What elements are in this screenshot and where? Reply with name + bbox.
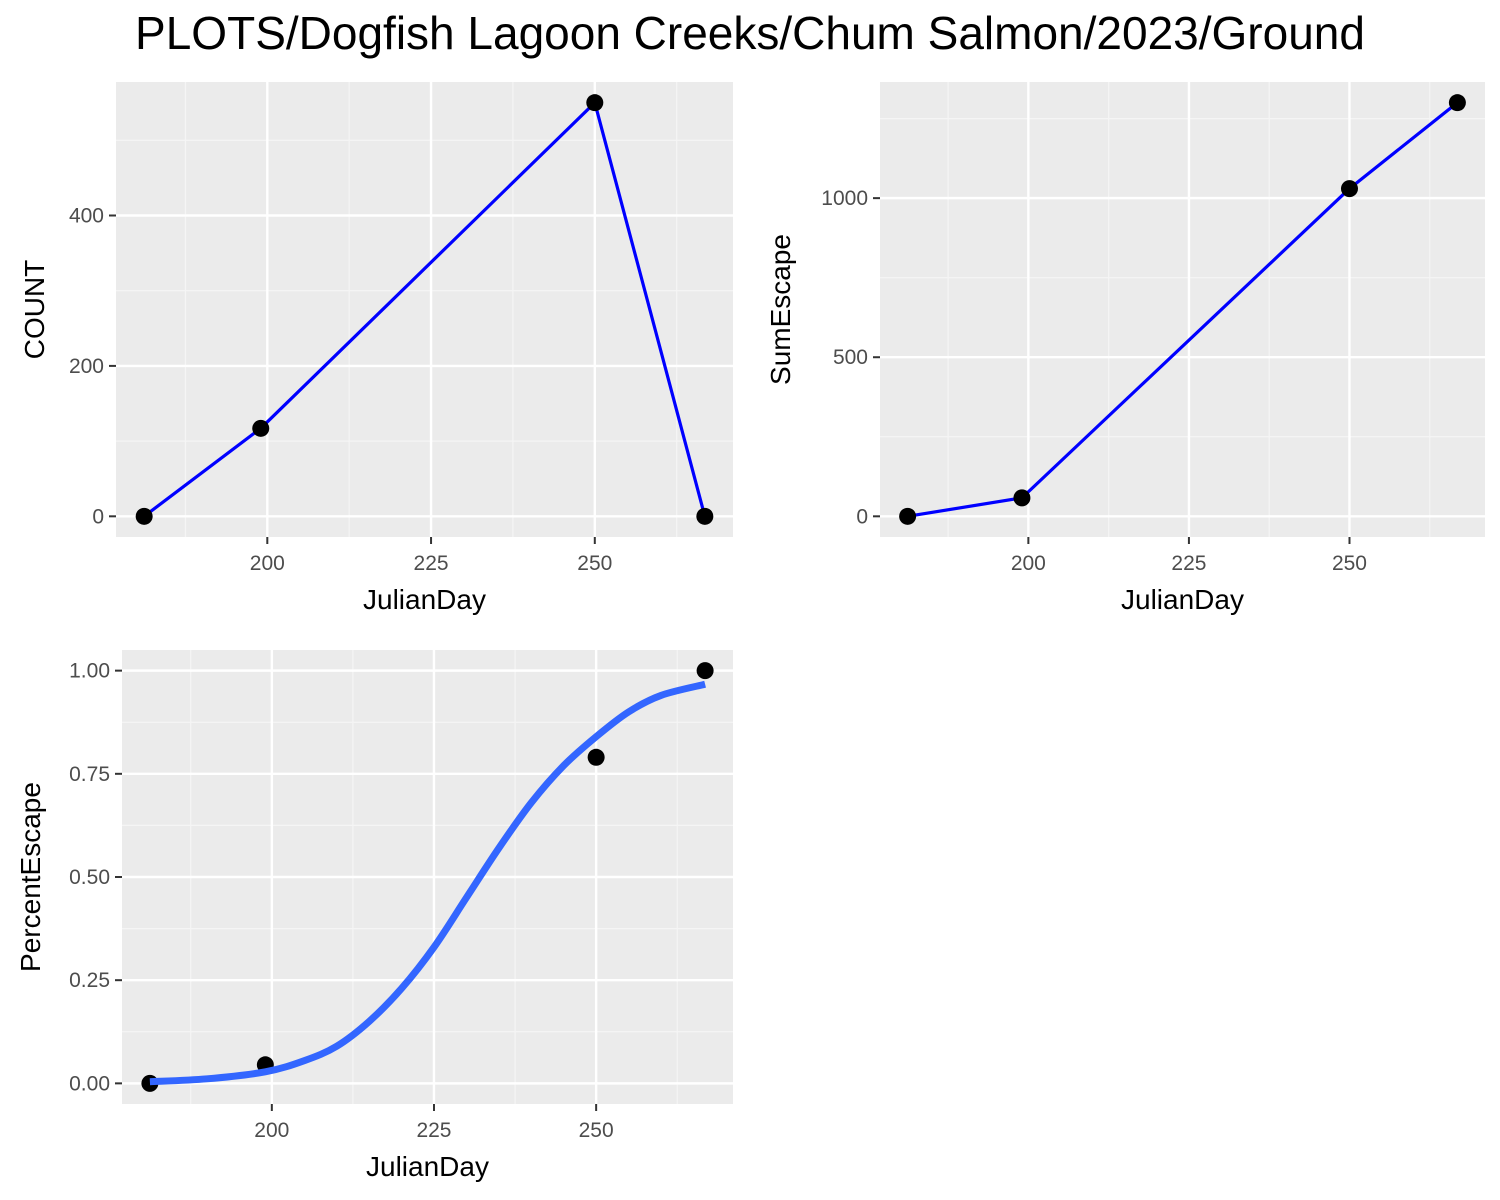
y-tick-label: 0.50 [69,866,110,889]
x-tick-label: 225 [414,552,449,575]
x-tick-label: 200 [1011,552,1046,575]
y-tick-label: 0.25 [69,969,110,992]
y-tick-label: 0.75 [69,763,110,786]
y-tick-label: 1000 [821,187,868,210]
y-tick-label: 0 [856,505,868,528]
data-point [1013,489,1031,507]
data-point [1448,94,1466,112]
data-point [587,748,605,766]
data-point [899,507,917,525]
x-tick-label: 250 [577,552,612,575]
x-tick-label: 200 [250,552,285,575]
figure-title: PLOTS/Dogfish Lagoon Creeks/Chum Salmon/… [135,7,1365,59]
x-axis-title: JulianDay [363,584,486,615]
data-point [586,94,604,112]
y-tick-label: 400 [69,204,104,227]
y-tick-label: 0.00 [69,1072,110,1095]
y-axis-title: COUNT [19,260,50,360]
y-axis-title: SumEscape [765,234,796,385]
data-point [1340,180,1358,198]
x-axis-title: JulianDay [366,1151,489,1182]
x-tick-label: 225 [1171,552,1206,575]
y-tick-label: 200 [69,355,104,378]
x-tick-label: 250 [579,1119,614,1142]
x-tick-label: 200 [254,1119,289,1142]
x-tick-label: 250 [1332,552,1367,575]
series-line [143,101,707,518]
data-point [696,507,714,525]
data-point [252,419,270,437]
data-point [696,662,714,680]
y-axis-title: PercentEscape [15,782,46,972]
plot-background [880,82,1485,537]
y-tick-label: 1.00 [69,660,110,683]
x-axis-title: JulianDay [1121,584,1244,615]
y-tick-label: 0 [92,505,104,528]
series-line [907,101,1459,518]
data-point [135,507,153,525]
smooth-curve [149,680,706,1086]
y-tick-label: 500 [833,346,868,369]
x-tick-label: 225 [416,1119,451,1142]
